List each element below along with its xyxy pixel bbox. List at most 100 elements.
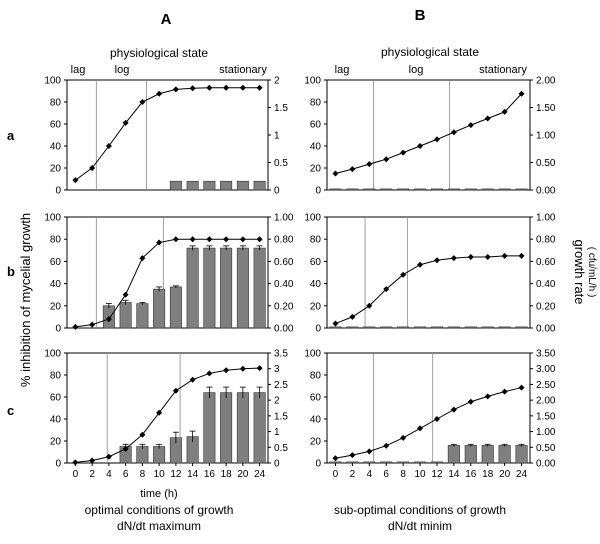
growth-rate-point — [156, 409, 163, 416]
right-tick-label: 2.50 — [536, 380, 556, 391]
growth-rate-point — [484, 253, 491, 260]
x-tick-label: 2 — [350, 469, 356, 480]
bar — [447, 445, 460, 464]
growth-rate-point — [450, 406, 457, 413]
bar — [346, 326, 359, 329]
growth-rate-point — [122, 291, 129, 298]
x-tick-label: 10 — [414, 469, 426, 480]
growth-rate-point — [400, 149, 407, 156]
left-tick-label: 20 — [310, 301, 322, 312]
bar — [253, 247, 266, 329]
right-tick-label: 0.00 — [536, 186, 556, 197]
right-tick-label: 0.80 — [274, 235, 294, 246]
bar — [397, 461, 410, 464]
growth-rate-point — [223, 84, 230, 91]
right-tick-label: 0.50 — [536, 158, 556, 169]
growth-rate-point — [139, 255, 146, 262]
growth-rate-point — [366, 448, 373, 455]
phase-label-lag-b: lag — [335, 64, 350, 76]
y-right-axis-title: growth rate — [572, 239, 587, 304]
growth-rate-point — [332, 170, 339, 177]
growth-rate-point — [239, 84, 246, 91]
left-tick-label: 20 — [50, 301, 62, 312]
bar — [220, 247, 233, 329]
bar — [153, 446, 166, 464]
right-tick-label: 0.00 — [536, 324, 556, 335]
growth-rate-point — [467, 398, 474, 405]
growth-rate-point — [156, 90, 163, 97]
plot-frame — [326, 216, 531, 329]
bar — [413, 461, 427, 464]
bar — [380, 326, 393, 329]
growth-rate-point — [417, 425, 424, 432]
x-tick-label: 20 — [499, 469, 511, 480]
right-tick-label: 0.20 — [274, 301, 294, 312]
x-tick-label: 4 — [367, 469, 373, 480]
x-tick-label: 2 — [89, 469, 95, 480]
growth-rate-point — [105, 316, 112, 323]
growth-rate-point — [467, 253, 474, 260]
x-tick-label: 14 — [448, 469, 460, 480]
bar — [397, 326, 410, 329]
x-tick-label: 0 — [333, 469, 339, 480]
right-tick-label: 3.50 — [536, 349, 556, 360]
right-tick-label: 1.00 — [536, 427, 556, 438]
right-tick-label: 1 — [274, 427, 280, 438]
left-tick-label: 40 — [310, 415, 322, 426]
bar — [169, 180, 182, 191]
left-tick-label: 60 — [50, 257, 62, 268]
growth-rate-point — [383, 442, 390, 449]
x-tick-label: 6 — [123, 469, 129, 480]
left-tick-label: 20 — [50, 164, 62, 175]
caption-a-line2: dN/dt maximum — [117, 519, 201, 533]
bar — [413, 326, 427, 329]
growth-rate-point — [139, 431, 146, 438]
growth-rate-point — [156, 239, 163, 246]
left-tick-label: 0 — [315, 186, 321, 197]
panel-b-c: 0204060801000.000.501.001.502.002.503.00… — [304, 349, 556, 481]
growth-rate-point — [366, 302, 373, 309]
phase-label-lag-a: lag — [71, 64, 86, 76]
x-tick-label: 16 — [465, 469, 477, 480]
bar — [236, 247, 249, 329]
growth-rate-point — [223, 367, 230, 374]
x-tick-label: 18 — [221, 469, 233, 480]
plot-frame — [326, 352, 531, 464]
growth-rate-point — [172, 236, 179, 243]
bar — [447, 326, 460, 329]
growth-rate-point — [256, 84, 263, 91]
growth-rate-point — [400, 434, 407, 441]
right-tick-label: 0 — [274, 459, 280, 470]
growth-rate-point — [349, 452, 356, 459]
right-tick-label: 1 — [274, 131, 280, 142]
right-tick-label: 0.40 — [274, 279, 294, 290]
bar — [236, 180, 249, 191]
right-tick-label: 0.5 — [274, 158, 288, 169]
bar — [430, 461, 444, 464]
bar — [153, 288, 166, 329]
left-tick-label: 60 — [50, 120, 62, 131]
left-tick-label: 0 — [55, 324, 61, 335]
growth-rate-point — [349, 166, 356, 173]
phys-state-title-a: physiological state — [110, 46, 208, 60]
bar — [447, 188, 460, 191]
growth-rate-point — [89, 321, 96, 328]
right-tick-label: 3.5 — [274, 349, 288, 360]
growth-rate-point — [89, 457, 96, 464]
bar — [363, 188, 376, 191]
panel-a-a: 0 20 40 60 80 100 0 0.5 1 1.5 2 — [44, 76, 288, 197]
growth-rate-point — [332, 320, 339, 327]
bar — [481, 326, 494, 329]
growth-rate-line — [335, 255, 522, 325]
x-tick-label: 20 — [237, 469, 249, 480]
left-tick-label: 40 — [310, 279, 322, 290]
row-label-c: c — [7, 403, 14, 418]
right-tick-label: 1.5 — [274, 411, 288, 422]
growth-rate-point — [518, 252, 525, 259]
bar — [397, 188, 410, 191]
growth-rate-point — [417, 143, 424, 149]
right-tick-label: 0.60 — [274, 257, 294, 268]
chart-panels: 02040608010000.511.520204060801000.000.5… — [44, 76, 556, 481]
growth-rate-point — [501, 252, 508, 259]
